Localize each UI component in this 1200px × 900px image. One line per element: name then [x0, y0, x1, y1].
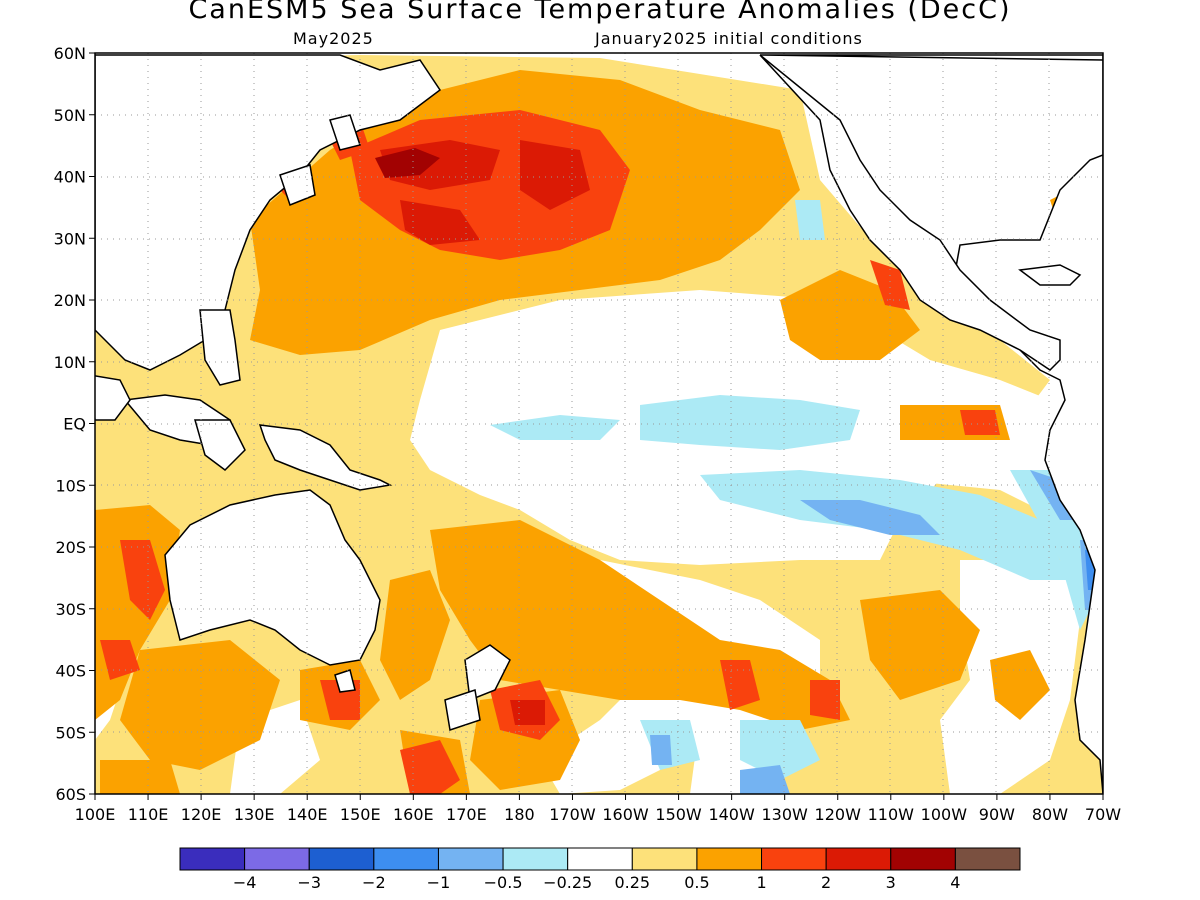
lon-tick-label: 160W — [602, 805, 649, 824]
anomaly-verydarkred-regions — [375, 148, 440, 178]
lon-tick-label: 90W — [979, 805, 1015, 824]
colorbar-swatch — [437, 847, 504, 871]
lon-tick-label: 110W — [868, 805, 915, 824]
lon-tick-label: 140W — [708, 805, 755, 824]
colorbar-swatch — [696, 847, 763, 871]
colorbar-swatch — [244, 847, 310, 871]
lat-tick-label: 20N — [54, 291, 86, 310]
lon-tick-label: 120W — [815, 805, 862, 824]
colorbar-swatch — [373, 847, 439, 871]
lat-tick-label: 40S — [55, 662, 86, 681]
lon-tick-label: 100E — [75, 805, 116, 824]
lon-tick-label: 150E — [340, 805, 381, 824]
colorbar-swatch — [308, 847, 375, 871]
colorbar-label: −0.25 — [543, 873, 592, 892]
colorbar: −4 −3 −2 −1 −0.5 −0.25 0.25 0.5 1 2 3 4 — [179, 847, 1021, 892]
lat-tick-label: 10S — [55, 476, 86, 495]
colorbar-swatch — [567, 847, 633, 871]
colorbar-label: −0.5 — [484, 873, 523, 892]
map-title: CanESM5 Sea Surface Temperature Anomalie… — [188, 0, 1012, 25]
colorbar-swatch — [631, 847, 698, 871]
lat-tick-label: 20S — [55, 538, 86, 557]
colorbar-label: 0.25 — [614, 873, 650, 892]
lat-tick-label: 40N — [54, 168, 86, 187]
lat-tick-label: 10N — [54, 353, 86, 372]
lon-tick-label: 140E — [287, 805, 328, 824]
colorbar-swatch — [179, 847, 246, 871]
longitude-axis: 100E 110E 120E 130E 140E 150E 160E 170E 180 170W 1… — [75, 794, 1121, 824]
lat-tick-label: 60S — [55, 785, 86, 804]
colorbar-label: 2 — [821, 873, 831, 892]
lat-tick-label: EQ — [63, 415, 86, 434]
lon-tick-label: 110E — [128, 805, 169, 824]
lat-tick-label: 60N — [54, 44, 86, 63]
latitude-axis: 60N 50N 40N 30N 20N 10N EQ 10S 20S 30S 40S 50S 60S — [54, 44, 95, 804]
graticule — [95, 53, 1103, 794]
initial-conditions: January2025 initial conditions — [595, 29, 863, 48]
colorbar-label: −1 — [427, 873, 451, 892]
lon-tick-label: 120E — [181, 805, 222, 824]
lat-tick-label: 30N — [54, 229, 86, 248]
lon-tick-label: 170W — [549, 805, 596, 824]
lon-tick-label: 170E — [446, 805, 487, 824]
colorbar-swatch — [890, 847, 956, 871]
anomaly-field — [95, 53, 1103, 794]
lon-tick-label: 130W — [762, 805, 809, 824]
colorbar-swatch — [502, 847, 569, 871]
lat-tick-label: 50S — [55, 723, 86, 742]
lat-tick-label: 30S — [55, 600, 86, 619]
forecast-month: May2025 — [293, 29, 374, 48]
land-masses — [95, 54, 1103, 794]
anomaly-darkred-regions — [380, 140, 590, 725]
lon-tick-label: 180 — [504, 805, 535, 824]
lon-tick-label: 70W — [1085, 805, 1121, 824]
lon-tick-label: 130E — [234, 805, 275, 824]
lon-tick-label: 80W — [1032, 805, 1068, 824]
colorbar-swatch — [954, 847, 1021, 871]
colorbar-label: 1 — [756, 873, 766, 892]
colorbar-label: 4 — [950, 873, 960, 892]
colorbar-label: −3 — [297, 873, 321, 892]
lon-tick-label: 150W — [655, 805, 702, 824]
colorbar-swatch — [825, 847, 892, 871]
colorbar-label: −4 — [233, 873, 257, 892]
colorbar-label: 3 — [886, 873, 896, 892]
lon-tick-label: 160E — [393, 805, 434, 824]
colorbar-label: −2 — [362, 873, 386, 892]
lat-tick-label: 50N — [54, 106, 86, 125]
lon-tick-label: 100W — [921, 805, 968, 824]
colorbar-label: 0.5 — [684, 873, 709, 892]
colorbar-swatch — [761, 847, 827, 871]
